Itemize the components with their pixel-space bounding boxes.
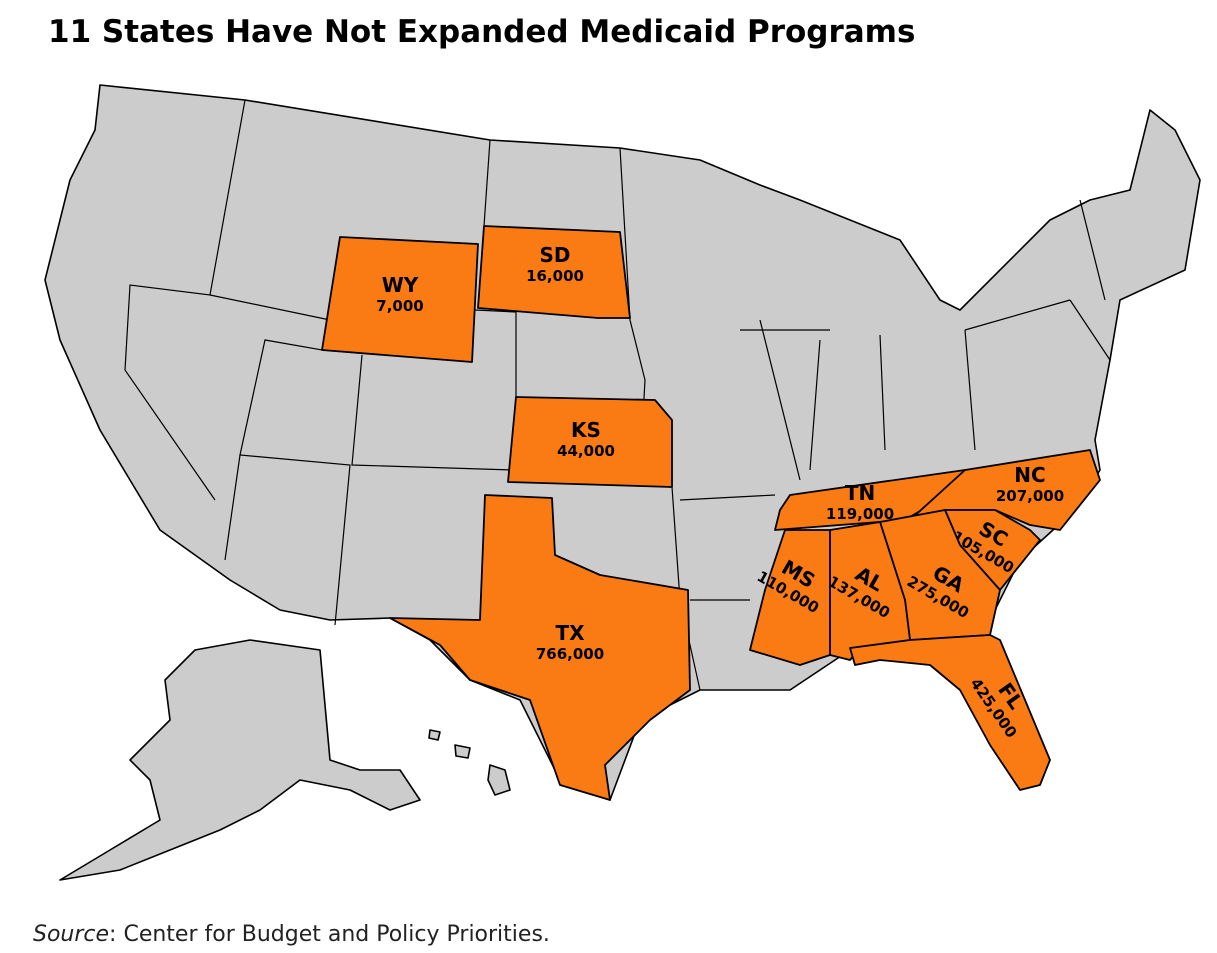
- state-abbr: SD: [539, 243, 570, 267]
- state-abbr: TX: [555, 621, 585, 645]
- hawaii: [428, 729, 441, 741]
- state-abbr: KS: [571, 418, 601, 442]
- title: 11 States Have Not Expanded Medicaid Pro…: [48, 14, 916, 50]
- source: Source: Center for Budget and Policy Pri…: [33, 922, 550, 947]
- state-shape: [849, 634, 1051, 791]
- state-count: 119,000: [826, 505, 894, 523]
- state-count: 766,000: [536, 645, 604, 663]
- state: WY7,000: [321, 236, 479, 363]
- hawaii: [487, 764, 511, 796]
- state-count: 7,000: [376, 297, 423, 315]
- source-text: : Center for Budget and Policy Prioritie…: [109, 922, 550, 947]
- state-count: 44,000: [557, 442, 615, 460]
- state-shape: [749, 529, 831, 666]
- state-shape: [321, 236, 479, 363]
- state-label: WY7,000: [376, 273, 423, 315]
- state-count: 207,000: [996, 487, 1064, 505]
- state-count: 16,000: [526, 267, 584, 285]
- state-shape: [477, 225, 631, 319]
- state-abbr: WY: [382, 273, 419, 297]
- state-borders: [124, 99, 1111, 691]
- state-abbr: TN: [845, 481, 875, 505]
- hawaii: [454, 744, 471, 759]
- alaska: [59, 639, 421, 881]
- state-shape: [389, 494, 691, 801]
- state-shape: [507, 396, 673, 488]
- source-label: Source: [33, 922, 110, 947]
- state-abbr: NC: [1014, 463, 1045, 487]
